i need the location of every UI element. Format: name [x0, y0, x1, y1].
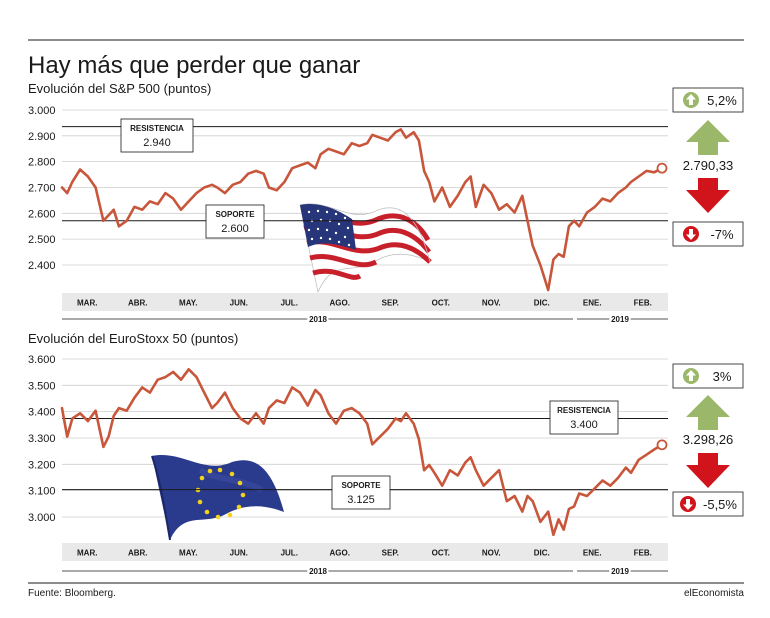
sp500-month-label: JUN. [230, 299, 248, 308]
sp500-upside-value: 5,2% [707, 93, 737, 108]
sp500-month-label: AGO. [330, 299, 350, 308]
eurostoxx-reference-box [331, 475, 391, 510]
eurostoxx-downside-box [672, 491, 744, 517]
large-up-arrow-icon [686, 395, 730, 430]
up-arrow-glyph-icon [686, 370, 696, 381]
sp500-reference-label: RESISTENCIA [130, 124, 184, 133]
sp500-last-value: 2.790,33 [683, 158, 734, 173]
eurostoxx-y-tick-labels: 3.600 3.500 3.400 3.300 3.200 3.100 3.000 [28, 354, 56, 524]
eurostoxx-chart-title: Evolución del EuroStoxx 50 (puntos) [28, 331, 238, 346]
eurostoxx-reference-label: SOPORTE [341, 481, 381, 490]
down-arrow-glyph-icon [686, 229, 696, 240]
page-title: Hay más que perder que ganar [28, 52, 360, 79]
sp500-chart-title: Evolución del S&P 500 (puntos) [28, 81, 211, 96]
eurostoxx-downside-value: -5,5% [703, 497, 737, 512]
year-label-2018: 2018 [309, 567, 327, 576]
sp500-y-tick-label: 2.500 [28, 234, 56, 246]
down-arrow-glyph-icon [683, 499, 693, 510]
eurostoxx-last-value: 3.298,26 [683, 432, 734, 447]
sp500-reference-label: SOPORTE [215, 210, 255, 219]
eurostoxx-month-label: MAY. [179, 549, 197, 558]
eurostoxx-reference-lines: RESISTENCIA 3.400 SOPORTE 3.125 [62, 400, 668, 510]
sp500-reference-lines: RESISTENCIA 2.940 SOPORTE 2.600 [62, 118, 668, 239]
united-states-flag-icon [299, 203, 432, 293]
year-label-2019: 2019 [611, 567, 629, 576]
eurostoxx-upside-value: 3% [713, 369, 732, 384]
sp500-side-panel: 5,2% 2.790,33 -7% [672, 87, 744, 247]
up-arrow-glyph-icon [686, 94, 696, 105]
sp500-y-tick-label: 2.800 [28, 157, 56, 169]
sp500-month-label: DIC. [534, 299, 550, 308]
sp500-month-label: ENE. [583, 299, 602, 308]
eurostoxx-month-label: AGO. [330, 549, 350, 558]
sp500-reference-box [120, 118, 194, 153]
eurostoxx-y-tick-label: 3.400 [28, 407, 56, 419]
sp500-year-axis: 2018 2019 [62, 313, 668, 326]
source-note: Fuente: Bloomberg. [28, 588, 116, 599]
sp500-month-label: MAR. [77, 299, 97, 308]
sp500-reference-box [205, 204, 265, 239]
eurostoxx-month-label: DIC. [534, 549, 550, 558]
eurostoxx-year-axis: 2018 2019 [62, 565, 668, 578]
eurostoxx-chart: Evolución del EuroStoxx 50 (puntos) 3.60… [28, 331, 668, 578]
sp500-downside-value: -7% [710, 227, 734, 242]
eurostoxx-side-panel: 3% 3.298,26 -5,5% [672, 363, 744, 517]
sp500-chart: Evolución del S&P 500 (puntos) 3.000 2.90… [28, 81, 668, 326]
eurostoxx-y-tick-label: 3.600 [28, 354, 56, 366]
eurostoxx-month-label: ABR. [128, 549, 148, 558]
large-down-arrow-icon [686, 453, 730, 488]
sp500-month-label: SEP. [382, 299, 399, 308]
european-union-flag-icon [151, 455, 284, 541]
eurostoxx-reference-box [549, 400, 619, 435]
sp500-month-labels: MAR. ABR. MAY. JUN. JUL. AGO. SEP. OCT. NOV. DIC.… [77, 299, 652, 308]
eurostoxx-month-label: MAR. [77, 549, 97, 558]
eurostoxx-month-label: JUL. [281, 549, 298, 558]
eurostoxx-month-labels: MAR. ABR. MAY. JUN. JUL. AGO. SEP. OCT. NOV. DIC.… [77, 549, 652, 558]
eurostoxx-month-label: ENE. [583, 549, 602, 558]
eurostoxx-series-line [60, 368, 664, 537]
eurostoxx-y-tick-label: 3.300 [28, 433, 56, 445]
sp500-y-tick-label: 2.600 [28, 208, 56, 220]
eurostoxx-last-point [656, 439, 668, 451]
brand-logo: elEconomista [684, 588, 744, 599]
sp500-y-tick-label: 2.900 [28, 131, 56, 143]
sp500-month-label: FEB. [634, 299, 652, 308]
sp500-upside-box [672, 87, 744, 113]
eurostoxx-y-tick-label: 3.500 [28, 380, 56, 392]
sp500-reference-value: 2.600 [221, 223, 249, 235]
eurostoxx-y-tick-label: 3.100 [28, 486, 56, 498]
sp500-reference-value: 2.940 [143, 137, 171, 149]
sp500-month-band [62, 293, 668, 311]
eurostoxx-month-band [62, 543, 668, 561]
eurostoxx-reference-value: 3.125 [347, 494, 375, 506]
sp500-month-label: ABR. [128, 299, 148, 308]
sp500-month-label: OCT. [432, 299, 450, 308]
sp500-series-line [60, 128, 664, 292]
eurostoxx-month-label: SEP. [382, 549, 399, 558]
eurostoxx-month-label: OCT. [432, 549, 450, 558]
eurostoxx-y-tick-label: 3.200 [28, 459, 56, 471]
eurostoxx-month-label: JUN. [230, 549, 248, 558]
eurostoxx-reference-value: 3.400 [570, 419, 598, 431]
year-label-2019: 2019 [611, 315, 629, 324]
eurostoxx-y-tick-label: 3.000 [28, 512, 56, 524]
large-up-arrow-icon [686, 120, 730, 155]
sp500-last-point [656, 162, 668, 174]
eurostoxx-month-label: FEB. [634, 549, 652, 558]
sp500-month-label: NOV. [482, 299, 501, 308]
sp500-y-tick-labels: 3.000 2.900 2.800 2.700 2.600 2.500 2.400 [28, 105, 56, 272]
sp500-y-tick-label: 2.400 [28, 260, 56, 272]
sp500-y-tick-label: 2.700 [28, 182, 56, 194]
eurostoxx-reference-label: RESISTENCIA [557, 406, 611, 415]
eurostoxx-month-label: NOV. [482, 549, 501, 558]
year-label-2018: 2018 [309, 315, 327, 324]
large-down-arrow-icon [686, 178, 730, 213]
sp500-y-tick-label: 3.000 [28, 105, 56, 117]
sp500-month-label: JUL. [281, 299, 298, 308]
sp500-month-label: MAY. [179, 299, 197, 308]
